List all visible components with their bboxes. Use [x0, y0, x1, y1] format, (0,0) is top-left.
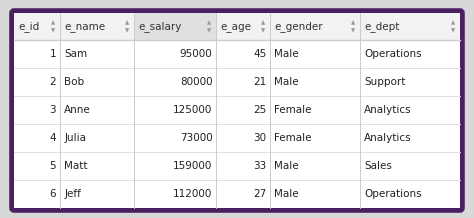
Text: e_age: e_age [220, 22, 252, 31]
Bar [14, 40, 460, 68]
Bar [14, 68, 460, 96]
Text: ▼: ▼ [261, 28, 265, 33]
FancyBboxPatch shape [12, 11, 462, 210]
Text: Bob: Bob [64, 77, 84, 87]
Text: Operations: Operations [364, 49, 422, 59]
Text: ▼: ▼ [351, 28, 355, 33]
Text: ▲: ▲ [261, 20, 265, 25]
Bar [14, 13, 460, 40]
Text: Matt: Matt [64, 161, 88, 171]
Text: ▼: ▼ [125, 28, 129, 33]
Text: 3: 3 [49, 105, 56, 115]
Text: e_gender: e_gender [274, 21, 323, 32]
Text: Sam: Sam [64, 49, 87, 59]
Text: ▼: ▼ [207, 28, 211, 33]
Bar [135, 13, 217, 208]
Text: 125000: 125000 [173, 105, 212, 115]
Text: Jeff: Jeff [64, 189, 81, 199]
Text: 159000: 159000 [173, 161, 212, 171]
Text: e_id: e_id [18, 21, 39, 32]
Text: Male: Male [274, 161, 299, 171]
Text: Analytics: Analytics [364, 133, 411, 143]
Text: Anne: Anne [64, 105, 91, 115]
Text: ▼: ▼ [51, 28, 55, 33]
Text: 95000: 95000 [180, 49, 212, 59]
Text: 33: 33 [253, 161, 266, 171]
Text: 4: 4 [49, 133, 56, 143]
Text: 73000: 73000 [180, 133, 212, 143]
Text: Male: Male [274, 49, 299, 59]
Text: 2: 2 [49, 77, 56, 87]
Text: 112000: 112000 [173, 189, 212, 199]
Bar [14, 124, 460, 152]
Text: 30: 30 [253, 133, 266, 143]
Bar [14, 96, 460, 124]
Text: e_name: e_name [64, 22, 105, 31]
Text: 27: 27 [253, 189, 266, 199]
Text: Female: Female [274, 133, 312, 143]
Text: Operations: Operations [364, 189, 422, 199]
Text: Support: Support [364, 77, 405, 87]
Text: ▲: ▲ [125, 20, 129, 25]
Text: Male: Male [274, 77, 299, 87]
Text: ▲: ▲ [451, 20, 455, 25]
Text: 80000: 80000 [180, 77, 212, 87]
Text: e_salary: e_salary [138, 21, 182, 32]
Text: ▲: ▲ [207, 20, 211, 25]
Text: ▲: ▲ [51, 20, 55, 25]
Text: Female: Female [274, 105, 312, 115]
Text: ▼: ▼ [451, 28, 455, 33]
Text: 6: 6 [49, 189, 56, 199]
Bar [14, 152, 460, 180]
Bar [14, 180, 460, 208]
Text: 45: 45 [253, 49, 266, 59]
Text: ▲: ▲ [351, 20, 355, 25]
Text: Analytics: Analytics [364, 105, 411, 115]
Text: 21: 21 [253, 77, 266, 87]
Text: Male: Male [274, 189, 299, 199]
Text: Julia: Julia [64, 133, 86, 143]
Text: 1: 1 [49, 49, 56, 59]
Text: 25: 25 [253, 105, 266, 115]
Text: 5: 5 [49, 161, 56, 171]
Text: e_dept: e_dept [364, 21, 400, 32]
Text: Sales: Sales [364, 161, 392, 171]
